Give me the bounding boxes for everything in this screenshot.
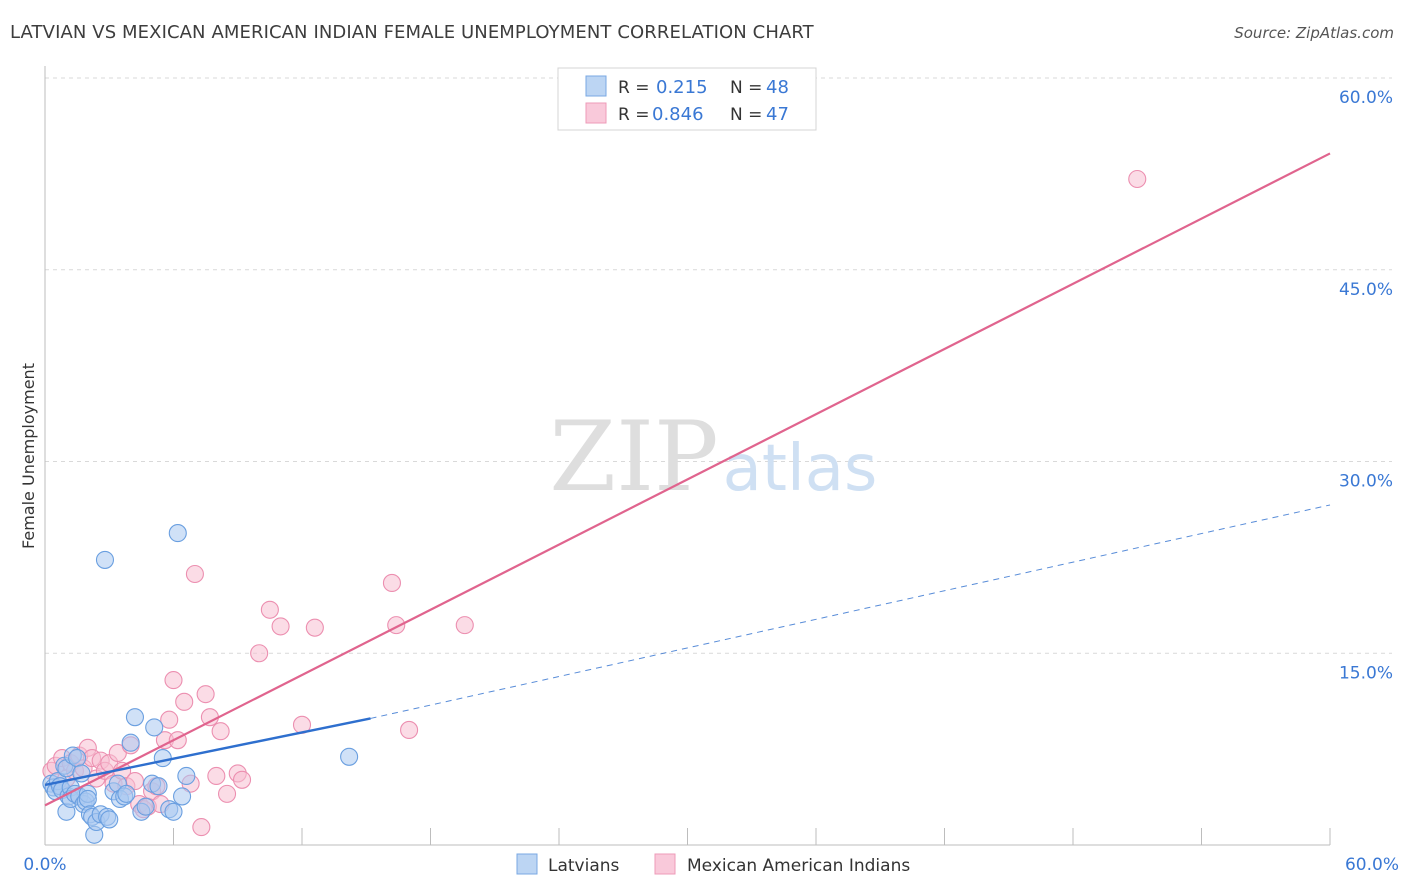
- data-point: [400, 720, 419, 740]
- data-point: [1128, 169, 1147, 189]
- data-point: [149, 777, 168, 796]
- data-point: [117, 784, 136, 803]
- bottom-legend: Latvians Mexican American Indians: [516, 853, 910, 876]
- r-value: 0.846: [652, 104, 704, 125]
- data-point: [250, 644, 269, 663]
- watermark-zip: ZIP: [549, 401, 718, 513]
- data-point: [260, 600, 279, 619]
- axes: [44, 66, 1331, 846]
- trend-line-latvians-extension: [370, 504, 1331, 719]
- x-tick-label: 0.0%: [23, 855, 66, 875]
- data-point: [305, 618, 324, 637]
- data-point: [68, 749, 87, 768]
- data-point: [175, 692, 194, 711]
- trend-line-latvians: [44, 717, 371, 787]
- data-point: [125, 708, 144, 727]
- data-point: [271, 617, 290, 636]
- r-label: R =: [618, 78, 649, 98]
- data-point: [168, 524, 187, 543]
- data-point: [164, 802, 183, 821]
- n-value: 47: [766, 104, 789, 125]
- legend-swatch-latvians: [516, 853, 538, 875]
- data-point: [121, 733, 140, 752]
- data-point: [164, 671, 183, 690]
- stats-legend-swatch-pink: [585, 102, 607, 124]
- legend-swatch-mexican-american-indians: [654, 853, 676, 875]
- data-point: [200, 708, 219, 727]
- data-point: [217, 784, 237, 803]
- stats-legend-row-mexican-american-indians: R = 0.846 N = 47: [585, 102, 789, 125]
- x-tick-labels: 0.0% 60.0%: [23, 855, 1399, 875]
- y-axis-label: Female Unemployment: [19, 363, 38, 549]
- x-tick-label: 60.0%: [1345, 855, 1399, 875]
- data-point: [177, 766, 196, 786]
- y-tick-label: 30.0%: [1339, 472, 1393, 492]
- y-tick-label: 60.0%: [1339, 88, 1393, 108]
- watermark: ZIP atlas: [549, 401, 877, 513]
- data-point: [232, 770, 252, 789]
- stats-legend-swatch-blue: [585, 75, 607, 97]
- source-label: Source: ZipAtlas.com: [1234, 24, 1394, 42]
- grid-lines: [45, 77, 1392, 654]
- r-value: 0.215: [656, 77, 708, 98]
- legend-label-mexican-american-indians: Mexican American Indians: [687, 856, 910, 876]
- data-point: [340, 747, 359, 766]
- data-point: [455, 616, 474, 635]
- data-point: [192, 818, 211, 837]
- trend-line-mexican-american-indians: [44, 152, 1331, 807]
- data-point: [160, 710, 179, 729]
- y-tick-labels: 15.0% 30.0% 45.0% 60.0%: [1339, 88, 1393, 683]
- data-point: [136, 797, 155, 816]
- data-point: [145, 718, 164, 737]
- r-label: R =: [618, 105, 649, 125]
- data-point: [382, 573, 402, 592]
- watermark-atlas: atlas: [723, 432, 878, 506]
- data-point: [196, 685, 215, 704]
- data-point: [153, 749, 172, 768]
- series-latvians: [42, 524, 359, 844]
- data-point: [211, 722, 230, 741]
- y-tick-label: 15.0%: [1339, 663, 1393, 683]
- data-point: [185, 564, 204, 584]
- n-label: N =: [730, 105, 762, 125]
- data-point: [78, 789, 97, 809]
- data-point: [173, 787, 192, 806]
- data-point: [100, 810, 119, 829]
- stats-legend-row-latvians: R = 0.215 N = 48: [585, 75, 789, 98]
- stats-legend: R = 0.215 N = 48 R = 0.846 N = 47: [557, 67, 817, 131]
- legend-label-latvians: Latvians: [548, 856, 620, 876]
- data-point: [95, 550, 115, 569]
- y-tick-label: 45.0%: [1339, 280, 1393, 300]
- chart-title: LATVIAN VS MEXICAN AMERICAN INDIAN FEMAL…: [10, 22, 814, 43]
- trend-lines: [44, 152, 1331, 807]
- n-value: 48: [766, 77, 789, 98]
- data-point: [207, 766, 226, 786]
- n-label: N =: [730, 78, 762, 98]
